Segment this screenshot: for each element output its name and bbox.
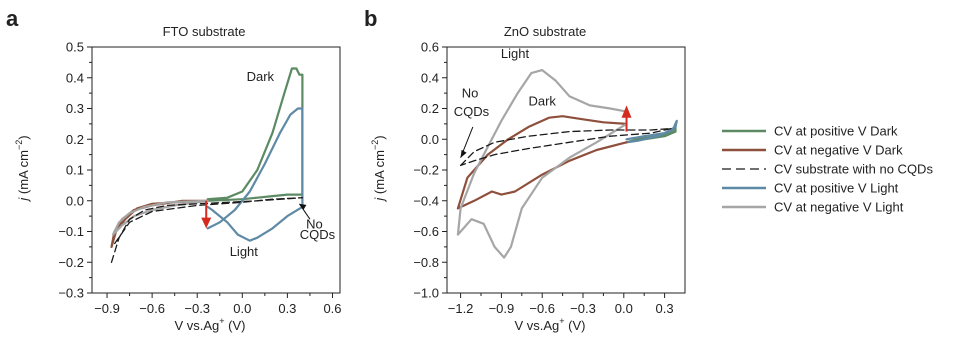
legend-label: CV at positive V Dark [774,124,898,139]
panel-b-y-tick-label: −0.4 [413,193,439,208]
panel-b-x-tick-label: −0.9 [489,301,515,316]
panel-a-y-tick-label: 0.0 [66,193,84,208]
panel-b-x-axis-label: V vs.Ag+ (V) [514,316,585,333]
panel-a-y-tick-label: 0.2 [66,132,84,147]
panel-a-y-tick-label: 0.4 [66,70,84,85]
panel-a-y-tick-label: −0.2 [58,255,84,270]
legend-label: CV at negative V Light [774,200,904,215]
panel-a-x-tick-label: −0.3 [184,301,210,316]
panel-b-x-tick-label: 0.3 [656,301,674,316]
panel-a-plot: −0.9 −0.6 −0.3 0.0 0.3 0.6 −0.3 −0.2 −0.1 0.0 0.1 0… [58,40,341,317]
legend-label: CV substrate with no CQDs [774,162,933,177]
panel-a-x-tick-label: −0.9 [94,301,120,316]
panel-b-series-substrate [459,127,673,167]
panel-b-y-tick-label: 0.6 [421,40,439,55]
panel-a-x-tick-label: 0.6 [323,301,341,316]
panel-b-annotation: No [462,86,479,101]
panel-b-y-tick-label: 0.0 [421,132,439,147]
panel-b-series-neg-light [456,69,628,259]
panel-a-x-axis-label: V vs.Ag+ (V) [174,316,245,333]
legend-label: CV at positive V Light [774,181,899,196]
panel-b-annotation: Light [501,46,530,61]
panel-letter-a: a [6,6,19,31]
panel-a-title: FTO substrate [163,24,246,39]
panel-a: a FTO substrate V vs.Ag+ (V) j (mA cm−2)… [6,6,342,333]
panel-b-series-neg-dark [456,115,628,210]
panel-a-x-tick-label: 0.3 [278,301,296,316]
panel-a-y-tick-label: −0.1 [58,224,84,239]
panel-a-annotation: Light [230,244,259,259]
panel-letter-b: b [364,6,377,31]
panel-b-series-pos-light [625,119,678,144]
panel-a-y-axis-label: j (mA cm−2) [14,135,31,202]
panel-a-y-tick-label: 0.3 [66,101,84,116]
panel-a-y-tick-label: −0.3 [58,286,84,301]
panel-b-x-tick-label: 0.0 [615,301,633,316]
panel-a-no-cqds-pointer-head [299,203,307,210]
panel-b-annotation: CQDs [454,104,490,119]
panel-a-series-substrate [110,197,304,263]
panel-a-red-arrow-head [201,217,212,229]
panel-b-title: ZnO substrate [504,24,586,39]
panel-a-y-tick-label: 0.5 [66,40,84,55]
panel-a-x-tick-label: −0.6 [139,301,165,316]
panel-b-x-tick-label: −1.2 [448,301,474,316]
panel-b-axes-frame [446,46,686,294]
panel-b-no-cqds-pointer-head [460,149,467,158]
panel-b-plot: −1.2 −0.9 −0.6 −0.3 0.0 0.3 −1.0 −0.8 −0.6 −0.4 −0… [413,40,686,316]
panel-b-y-tick-label: 0.2 [421,101,439,116]
panel-a-series-pos-light [206,107,304,242]
panel-a-annotation: CQDs [300,227,336,242]
panel-b-y-tick-label: −0.6 [413,224,439,239]
panel-b-y-tick-label: −0.2 [413,163,439,178]
panel-b-y-tick-label: −0.8 [413,255,439,270]
panel-b-y-axis-label: j (mA cm−2) [370,135,387,202]
panel-b-annotation: Dark [528,93,556,108]
panel-b-x-tick-label: −0.3 [570,301,596,316]
panel-a-x-tick-label: 0.0 [233,301,251,316]
panel-a-series-pos-dark [206,67,304,202]
panel-a-annotation: Dark [247,69,275,84]
panel-a-y-tick-label: 0.1 [66,163,84,178]
panel-a-annotation: No [306,216,323,231]
panel-b-x-tick-label: −0.6 [529,301,555,316]
legend-label: CV at negative V Dark [774,143,903,158]
panel-b-red-arrow-head [621,105,632,118]
legend: CV at positive V Dark CV at negative V Da… [722,124,933,215]
panel-b: b ZnO substrate V vs.Ag+ (V) j (mA cm−2)… [364,6,686,333]
panel-a-series-neg-light [111,199,209,236]
panel-b-y-tick-label: −1.0 [413,286,439,301]
panel-b-y-tick-label: 0.4 [421,70,439,85]
